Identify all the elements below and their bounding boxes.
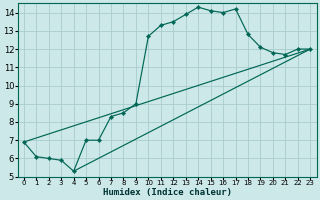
X-axis label: Humidex (Indice chaleur): Humidex (Indice chaleur) — [102, 188, 232, 197]
